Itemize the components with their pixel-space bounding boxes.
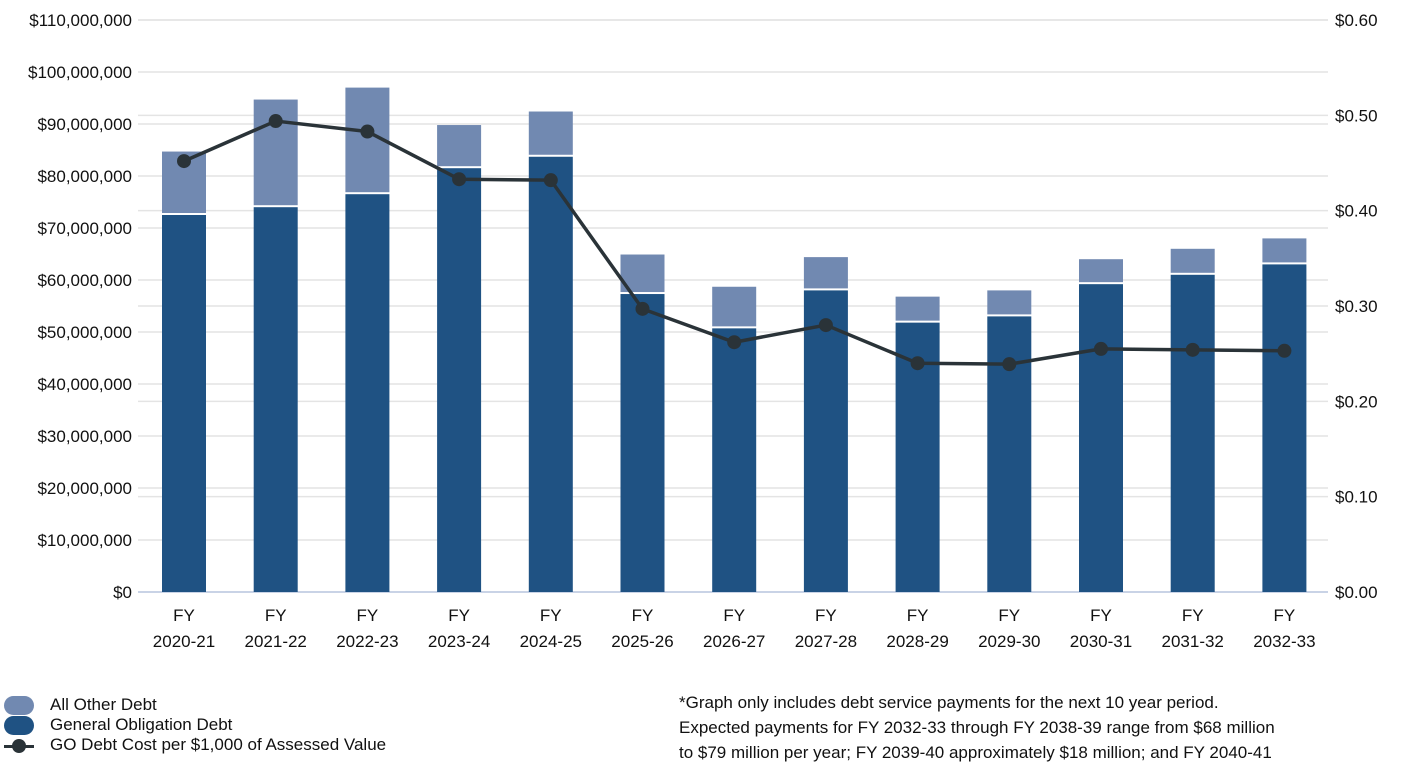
x-tick-label: 2025-26 xyxy=(611,632,673,651)
y-left-tick-label: $100,000,000 xyxy=(28,63,132,82)
point-go-debt-cost xyxy=(1002,357,1017,372)
y-left-tick-label: $0 xyxy=(113,583,132,602)
x-tick-label: 2028-29 xyxy=(886,632,948,651)
x-tick-label: FY xyxy=(173,606,195,625)
legend-item-all-other-debt: All Other Debt xyxy=(4,695,386,715)
y-right-tick-label: $0.40 xyxy=(1335,202,1378,221)
bar-general-obligation-debt xyxy=(1079,284,1123,592)
x-tick-label: 2024-25 xyxy=(520,632,582,651)
legend-swatch-all-other-debt xyxy=(4,695,34,715)
point-go-debt-cost xyxy=(727,335,742,350)
x-tick-label: 2030-31 xyxy=(1070,632,1132,651)
bar-all-other-debt xyxy=(712,286,757,327)
bar-general-obligation-debt xyxy=(437,168,482,592)
axes: $0 $10,000,000 $20,000,000 $30,000,000 $40,0… xyxy=(28,11,1378,651)
x-tick-label: FY xyxy=(448,606,470,625)
y-right-tick-label: $0.00 xyxy=(1335,583,1378,602)
x-tick-label: FY xyxy=(357,606,379,625)
bar-all-other-debt xyxy=(895,296,940,321)
y-left-tick-label: $10,000,000 xyxy=(37,531,132,550)
debt-service-chart: $0 $10,000,000 $20,000,000 $30,000,000 $40,0… xyxy=(28,11,1378,651)
bar-all-other-debt xyxy=(528,111,573,155)
bar-all-other-debt xyxy=(1079,259,1123,283)
x-tick-label: FY xyxy=(723,606,745,625)
footnote-line: to $79 million per year; FY 2039-40 appr… xyxy=(679,743,1272,762)
point-go-debt-cost xyxy=(543,173,558,188)
bar-general-obligation-debt xyxy=(803,290,848,592)
legend-label: General Obligation Debt xyxy=(50,715,233,734)
bar-general-obligation-debt xyxy=(1262,264,1307,592)
legend: All Other Debt General Obligation Debt G… xyxy=(4,695,386,755)
y-right-tick-label: $0.10 xyxy=(1335,488,1378,507)
point-go-debt-cost xyxy=(360,124,375,139)
bar-general-obligation-debt xyxy=(712,328,757,592)
y-left-tick-label: $40,000,000 xyxy=(37,375,132,394)
bar-all-other-debt xyxy=(1262,238,1307,263)
point-go-debt-cost xyxy=(268,114,283,129)
legend-swatch-go-debt-cost xyxy=(4,736,34,755)
legend-item-general-obligation-debt: General Obligation Debt xyxy=(4,715,386,735)
bar-all-other-debt xyxy=(437,125,482,167)
y-right-tick-label: $0.20 xyxy=(1335,392,1378,411)
point-go-debt-cost xyxy=(452,172,467,187)
point-go-debt-cost xyxy=(635,301,650,316)
y-left-tick-label: $70,000,000 xyxy=(37,219,132,238)
x-tick-label: FY xyxy=(632,606,654,625)
x-tick-label: 2021-22 xyxy=(245,632,307,651)
x-tick-label: 2022-23 xyxy=(336,632,398,651)
legend-item-go-debt-cost: GO Debt Cost per $1,000 of Assessed Valu… xyxy=(4,735,386,755)
bar-all-other-debt xyxy=(1170,248,1215,273)
legend-swatch-general-obligation-debt xyxy=(4,715,34,735)
x-tick-label: 2032-33 xyxy=(1253,632,1315,651)
x-tick-label: FY xyxy=(1182,606,1204,625)
bar-all-other-debt xyxy=(803,257,848,289)
bar-general-obligation-debt xyxy=(345,194,390,592)
bar-all-other-debt xyxy=(987,290,1032,315)
x-tick-label: 2023-24 xyxy=(428,632,490,651)
bar-general-obligation-debt xyxy=(528,156,573,592)
legend-label: GO Debt Cost per $1,000 of Assessed Valu… xyxy=(50,735,387,754)
y-left-tick-label: $90,000,000 xyxy=(37,115,132,134)
x-tick-label: 2026-27 xyxy=(703,632,765,651)
bar-general-obligation-debt xyxy=(1170,274,1215,592)
x-tick-label: FY xyxy=(998,606,1020,625)
y-right-tick-label: $0.50 xyxy=(1335,106,1378,125)
y-left-tick-label: $60,000,000 xyxy=(37,271,132,290)
y-right-tick-label: $0.30 xyxy=(1335,297,1378,316)
x-tick-label: FY xyxy=(1090,606,1112,625)
cost-line xyxy=(177,114,1292,372)
y-left-tick-label: $20,000,000 xyxy=(37,479,132,498)
y-left-tick-label: $30,000,000 xyxy=(37,427,132,446)
x-tick-label: FY xyxy=(265,606,287,625)
point-go-debt-cost xyxy=(1185,342,1200,357)
point-go-debt-cost xyxy=(1094,341,1108,356)
y-left-tick-label: $50,000,000 xyxy=(37,323,132,342)
point-go-debt-cost xyxy=(177,154,191,169)
footnote-line: *Graph only includes debt service paymen… xyxy=(679,693,1219,712)
legend-label: All Other Debt xyxy=(50,695,157,714)
point-go-debt-cost xyxy=(818,318,833,333)
bar-general-obligation-debt xyxy=(253,207,298,592)
bar-general-obligation-debt xyxy=(162,215,206,592)
x-tick-label: FY xyxy=(540,606,562,625)
footnote: *Graph only includes debt service paymen… xyxy=(679,690,1399,765)
point-go-debt-cost xyxy=(1277,343,1292,358)
x-tick-label: 2020-21 xyxy=(153,632,215,651)
bar-general-obligation-debt xyxy=(620,294,665,592)
x-tick-label: FY xyxy=(1274,606,1296,625)
bars xyxy=(162,87,1307,592)
point-go-debt-cost xyxy=(910,356,925,371)
y-right-tick-label: $0.60 xyxy=(1335,11,1378,30)
y-left-tick-label: $110,000,000 xyxy=(29,11,132,30)
x-tick-label: 2029-30 xyxy=(978,632,1040,651)
x-tick-label: FY xyxy=(907,606,929,625)
y-left-tick-label: $80,000,000 xyxy=(37,167,132,186)
x-tick-label: FY xyxy=(815,606,837,625)
x-tick-label: 2027-28 xyxy=(795,632,857,651)
footnote-line: Expected payments for FY 2032-33 through… xyxy=(679,718,1275,737)
x-tick-label: 2031-32 xyxy=(1162,632,1224,651)
